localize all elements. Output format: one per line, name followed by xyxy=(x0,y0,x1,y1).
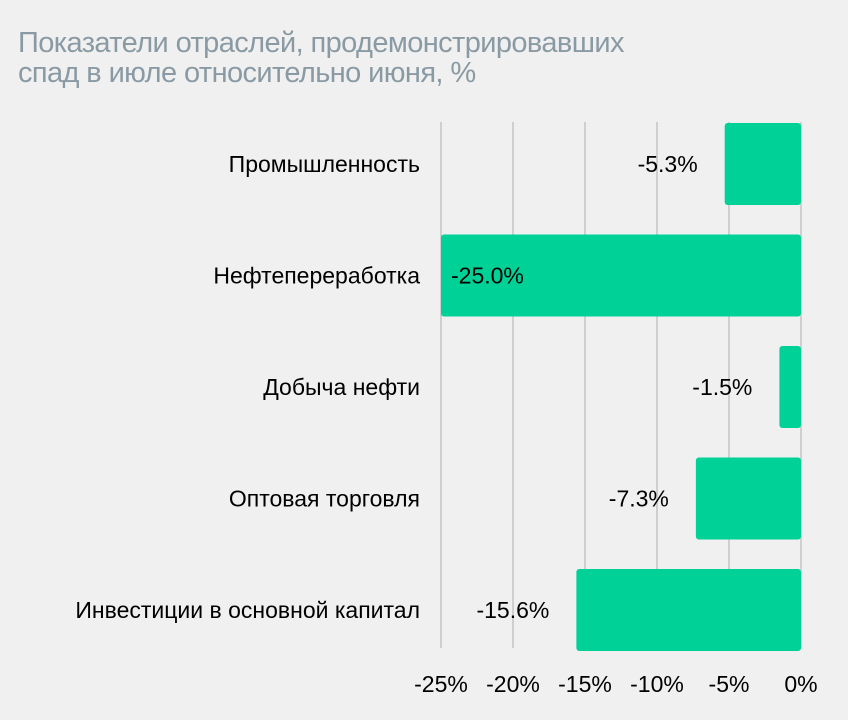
bar xyxy=(695,457,801,540)
bar-value-label: -7.3% xyxy=(609,486,669,512)
x-tick-label: 0% xyxy=(784,671,817,697)
x-tick-label: -20% xyxy=(486,671,540,697)
category-label: Нефтепереработка xyxy=(213,263,420,289)
category-label: Инвестиции в основной капитал xyxy=(75,597,420,623)
x-tick-label: -5% xyxy=(709,671,750,697)
category-label: Оптовая торговля xyxy=(229,486,420,512)
chart-title-line-2: спад в июле относительно июня, % xyxy=(18,57,476,89)
bar xyxy=(576,569,801,651)
chart-title-line-1: Показатели отраслей, продемонстрировавши… xyxy=(18,27,624,59)
x-tick-label: -15% xyxy=(558,671,612,697)
bar-value-label: -5.3% xyxy=(638,151,698,177)
x-tick-label: -25% xyxy=(414,671,468,697)
bar xyxy=(441,234,801,317)
chart-title: Показатели отраслей, продемонстрировавши… xyxy=(18,28,818,88)
category-label: Добыча нефти xyxy=(263,374,420,400)
bar xyxy=(779,346,801,428)
bar-value-label: -1.5% xyxy=(692,374,752,400)
category-label: Промышленность xyxy=(229,151,420,177)
bar xyxy=(724,123,801,205)
bar-value-label: -25.0% xyxy=(451,263,524,289)
bar-value-label: -15.6% xyxy=(476,597,549,623)
x-tick-label: -10% xyxy=(630,671,684,697)
